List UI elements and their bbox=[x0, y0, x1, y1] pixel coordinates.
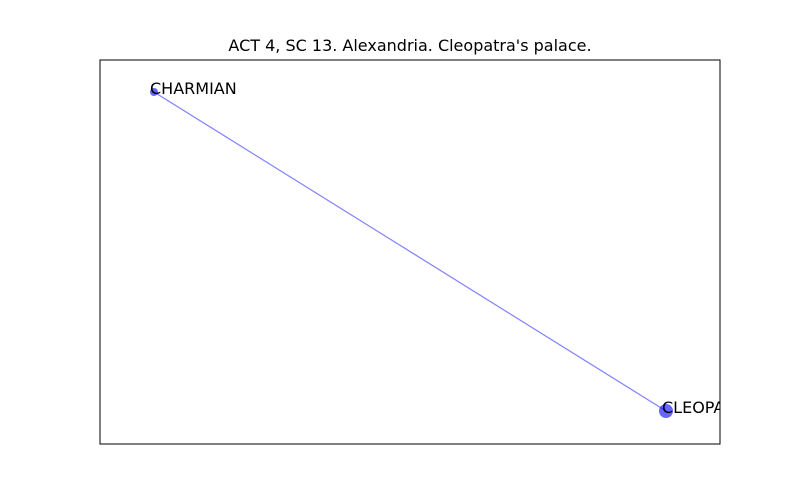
node-label-cleopatra: CLEOPATRA bbox=[662, 398, 754, 417]
node-charmian[interactable] bbox=[150, 88, 158, 96]
figure-title: ACT 4, SC 13. Alexandria. Cleopatra's pa… bbox=[228, 36, 592, 55]
node-cleopatra[interactable] bbox=[659, 404, 673, 418]
edge-charmian-cleopatra bbox=[153, 91, 667, 412]
edges-layer bbox=[153, 91, 667, 412]
nodes-layer bbox=[150, 88, 673, 418]
plot-frame bbox=[99, 59, 721, 445]
node-label-charmian: CHARMIAN bbox=[150, 79, 237, 98]
labels-layer: CHARMIAN CLEOPATRA bbox=[150, 79, 754, 417]
